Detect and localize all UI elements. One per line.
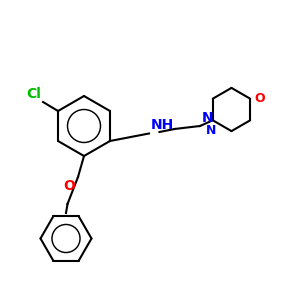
Text: O: O [63, 178, 75, 193]
Text: N: N [202, 110, 213, 124]
Text: O: O [255, 92, 265, 105]
Text: NH: NH [151, 118, 174, 132]
Text: Cl: Cl [27, 86, 41, 100]
Text: N: N [206, 124, 217, 137]
